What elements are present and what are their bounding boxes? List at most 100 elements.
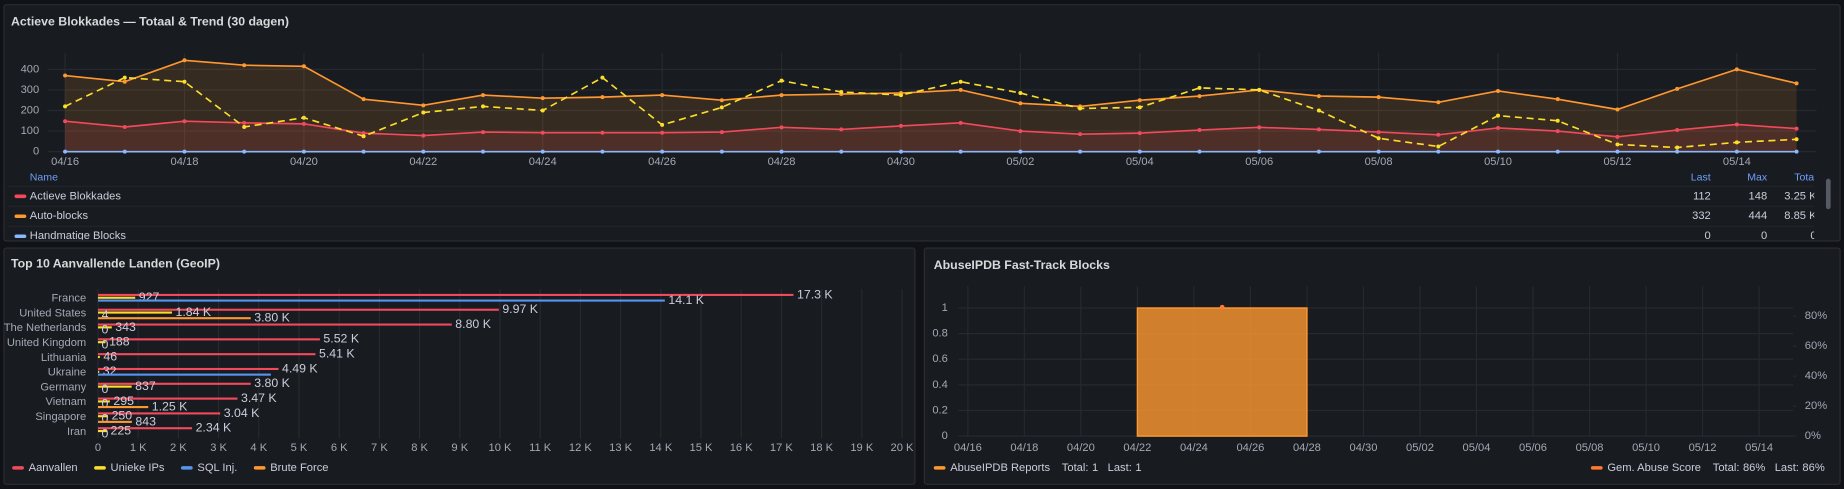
point bbox=[63, 73, 68, 78]
legend-label: AbuseIPDB Reports bbox=[950, 462, 1050, 474]
point bbox=[898, 93, 903, 98]
point bbox=[719, 105, 724, 110]
bar bbox=[97, 412, 221, 415]
y-tick-label: 300 bbox=[21, 84, 40, 96]
data-label: 5.52 K bbox=[323, 332, 359, 346]
point bbox=[1316, 149, 1321, 154]
x-tick-label: 04/24 bbox=[529, 156, 557, 168]
legend-label: Unieke IPs bbox=[111, 462, 165, 474]
point bbox=[600, 149, 605, 154]
bar bbox=[97, 308, 499, 311]
legend-label: Handmatige Blocks bbox=[30, 230, 127, 242]
x-tick-label: 05/08 bbox=[1576, 442, 1604, 454]
x-tick-label: 15 K bbox=[690, 442, 714, 454]
legend-value: 0 bbox=[1810, 230, 1816, 242]
bar bbox=[1136, 307, 1308, 437]
bar bbox=[97, 338, 320, 341]
data-label: 343 bbox=[115, 320, 136, 334]
x-tick-label: 16 K bbox=[730, 442, 754, 454]
data-label: 295 bbox=[113, 394, 134, 408]
legend-stat-value: 1 bbox=[1135, 462, 1141, 474]
point bbox=[1316, 127, 1321, 132]
y-tick-label: 0.2 bbox=[932, 404, 948, 416]
point bbox=[242, 63, 247, 68]
legend-value: 8.85 K bbox=[1784, 210, 1817, 222]
data-label: 927 bbox=[139, 290, 160, 304]
point bbox=[1436, 144, 1441, 149]
panel-title: Top 10 Aanvallende Landen (GeoIP) bbox=[11, 257, 220, 271]
x-tick-label: 05/14 bbox=[1745, 442, 1773, 454]
point bbox=[1555, 118, 1560, 123]
data-label: 17.3 K bbox=[797, 287, 833, 301]
data-label: 250 bbox=[112, 409, 133, 423]
legend-stat-value: 86% bbox=[1802, 462, 1824, 474]
x-tick-label: 04/16 bbox=[51, 156, 79, 168]
point bbox=[182, 58, 187, 63]
x-tick-label: 20 K bbox=[891, 442, 915, 454]
point bbox=[600, 75, 605, 80]
point bbox=[779, 125, 784, 130]
point bbox=[600, 95, 605, 100]
point bbox=[361, 134, 366, 139]
y2-tick-label: 20% bbox=[1805, 400, 1827, 412]
point bbox=[660, 130, 665, 135]
bar bbox=[97, 382, 251, 385]
legend-swatch bbox=[14, 214, 27, 219]
legend-table: Name Last Max Total Actieve Blokkades 112 148 3… bbox=[7, 171, 1817, 242]
bar bbox=[97, 353, 316, 356]
point bbox=[1257, 125, 1262, 130]
x-tick-label: 11 K bbox=[529, 442, 552, 454]
point bbox=[242, 120, 247, 125]
x-tick-label: 18 K bbox=[810, 442, 834, 454]
x-tick-label: 04/30 bbox=[1350, 442, 1378, 454]
y-tick-label: Germany bbox=[40, 381, 86, 393]
data-label: 0 bbox=[102, 397, 109, 411]
bar bbox=[97, 400, 110, 403]
x-tick-label: 17 K bbox=[770, 442, 794, 454]
x-tick-label: 05/10 bbox=[1632, 442, 1660, 454]
point bbox=[421, 103, 426, 108]
legend-header: Last bbox=[1691, 171, 1711, 183]
point bbox=[1555, 149, 1560, 154]
bar bbox=[97, 370, 100, 373]
point bbox=[1078, 106, 1083, 111]
point bbox=[1137, 131, 1142, 136]
point bbox=[839, 127, 844, 132]
x-tick-label: 04/28 bbox=[1293, 442, 1321, 454]
x-tick-label: 9 K bbox=[451, 442, 468, 454]
bar bbox=[97, 296, 136, 299]
point bbox=[63, 149, 68, 154]
line bbox=[64, 59, 1797, 111]
data-label: 0 bbox=[102, 426, 109, 440]
point bbox=[958, 87, 963, 92]
point bbox=[242, 149, 247, 154]
legend-value: 148 bbox=[1749, 190, 1768, 202]
point bbox=[301, 64, 306, 69]
legend-stat-label: Total: bbox=[1062, 462, 1089, 474]
y-tick-label: 100 bbox=[21, 125, 40, 137]
bar bbox=[97, 373, 271, 376]
bar bbox=[97, 317, 251, 320]
data-label: 1.25 K bbox=[152, 399, 188, 413]
point bbox=[361, 149, 366, 154]
bar bbox=[97, 311, 172, 314]
point bbox=[839, 149, 844, 154]
y-tick-label: United States bbox=[19, 307, 86, 319]
y-tick-label: France bbox=[51, 293, 86, 305]
point bbox=[719, 130, 724, 135]
y-tick-label: 0 bbox=[33, 146, 39, 158]
point bbox=[301, 121, 306, 126]
point bbox=[421, 133, 426, 138]
bar bbox=[97, 341, 106, 344]
legend-swatch bbox=[14, 234, 27, 239]
point bbox=[1615, 149, 1620, 154]
point bbox=[1078, 132, 1083, 137]
point bbox=[63, 104, 68, 109]
data-label: 2.34 K bbox=[196, 421, 232, 435]
y-tick-label: 400 bbox=[21, 63, 40, 75]
point bbox=[182, 119, 187, 124]
scrollbar[interactable] bbox=[1825, 178, 1831, 210]
x-tick-label: 05/04 bbox=[1463, 442, 1491, 454]
x-tick-label: 13 K bbox=[609, 442, 633, 454]
point bbox=[1376, 136, 1381, 141]
